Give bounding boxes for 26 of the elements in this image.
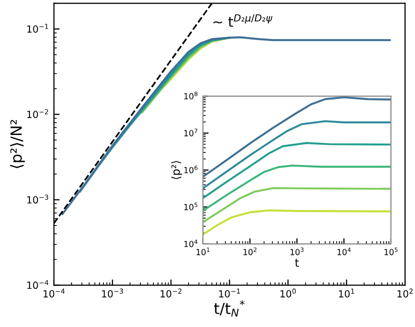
y-tick-label: 10$^{6}$ [184,166,198,174]
y-tick-label: 10$^{−4}$ [27,280,48,289]
x-tick-label: 10$^{1}$ [196,248,210,256]
x-tick-label: 10$^{−3}$ [102,288,123,298]
y-tick-label: 10$^{−3}$ [27,194,48,204]
x-tick-label: 10$^{5}$ [384,248,398,256]
y-tick-label: 10$^{−2}$ [27,109,48,118]
annotation: ∼ t$^{D₂μ/D₂ψ}$ [213,14,272,27]
y-tick-label: 10$^{7}$ [184,128,198,136]
x-tick-label: 10$^{4}$ [338,248,351,256]
x-tick-label: 10$^{2}$ [398,288,413,298]
x-axis-title: t/t$_{N}$$^{*}$ [214,300,245,317]
x-tick-label: 10$^{2}$ [244,248,256,256]
y-axis-title: ⟨p²⟩/N² [10,120,25,168]
x-tick-label: 10$^{1}$ [339,288,354,298]
y-tick-label: 10$^{8}$ [184,92,198,100]
x-tick-label: 10$^{0}$ [280,288,296,298]
y-tick-label: 10$^{4}$ [184,240,198,248]
x-tick-label: 10$^{3}$ [290,248,304,256]
y-tick-label: 10$^{−1}$ [27,24,48,33]
y-axis-title: ⟨p²⟩ [171,160,182,180]
x-tick-label: 10$^{−2}$ [160,288,182,298]
x-tick-label: 10$^{−4}$ [44,288,65,298]
x-tick-label: 10$^{−1}$ [219,288,240,298]
y-tick-label: 10$^{5}$ [184,202,198,210]
x-axis-title: t [295,258,299,267]
